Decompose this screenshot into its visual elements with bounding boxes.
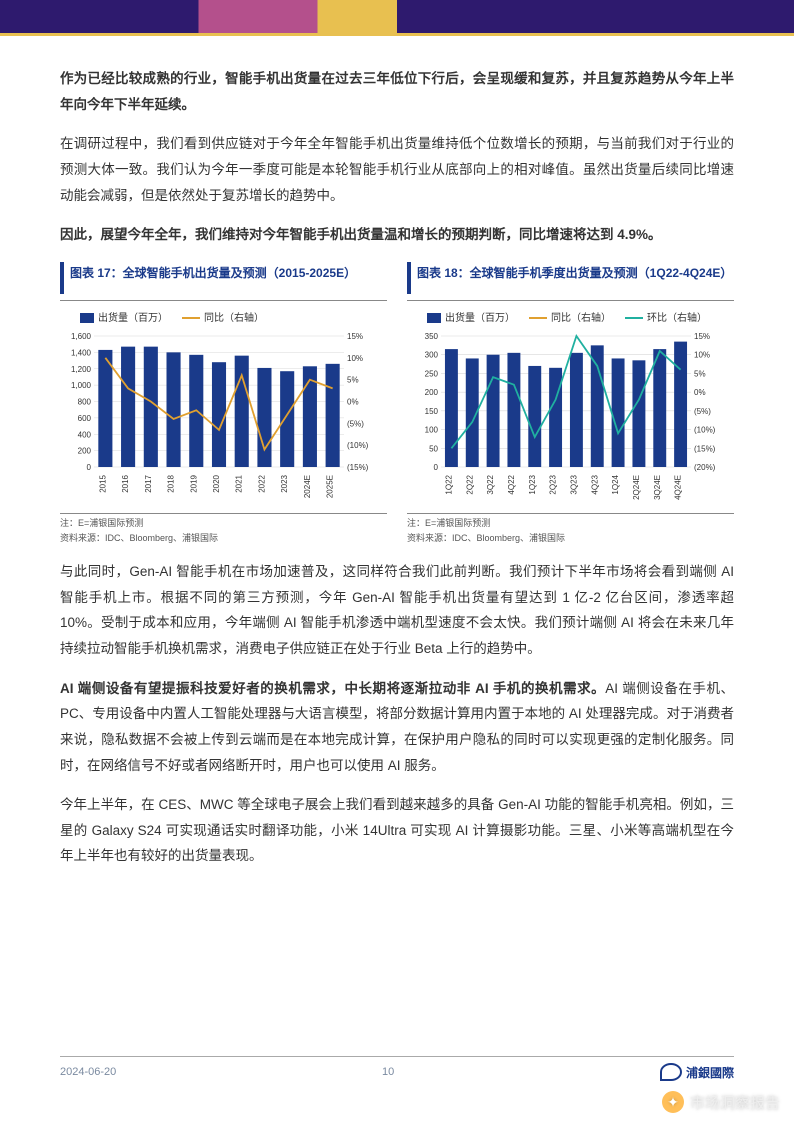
svg-text:2Q24E: 2Q24E — [632, 475, 641, 500]
footer-date: 2024-06-20 — [60, 1066, 116, 1078]
svg-text:(5%): (5%) — [347, 419, 364, 428]
svg-text:5%: 5% — [694, 369, 706, 378]
svg-text:1,000: 1,000 — [71, 381, 92, 390]
header-stripe — [0, 0, 794, 36]
chart-18-title: 图表 18：全球智能手机季度出货量及预测（1Q22-4Q24E） — [407, 262, 734, 294]
svg-text:1Q23: 1Q23 — [528, 474, 537, 494]
svg-text:2016: 2016 — [121, 474, 130, 492]
footer-page: 10 — [382, 1066, 394, 1078]
svg-text:1,200: 1,200 — [71, 365, 92, 374]
watermark-icon: ✦ — [662, 1091, 684, 1113]
chart-17-svg: 0 200 400 600 800 1,000 1,200 1,400 1,600 (15%) (1… — [60, 332, 380, 507]
svg-text:2021: 2021 — [235, 474, 244, 492]
svg-text:(10%): (10%) — [347, 441, 369, 450]
svg-text:4Q23: 4Q23 — [590, 474, 599, 494]
svg-text:10%: 10% — [694, 351, 710, 360]
para-6: 今年上半年，在 CES、MWC 等全球电子展会上我们看到越来越多的具备 Gen-… — [60, 792, 734, 869]
footer-logo: 浦銀國際 — [660, 1063, 734, 1081]
svg-text:200: 200 — [425, 388, 439, 397]
svg-text:5%: 5% — [347, 376, 359, 385]
chart-18-note1: 注：E=浦银国际预测 — [407, 517, 734, 530]
svg-text:(5%): (5%) — [694, 407, 711, 416]
para-3: 因此，展望今年全年，我们维持对今年智能手机出货量温和增长的预期判断，同比增速将达… — [60, 222, 734, 248]
svg-text:2020: 2020 — [212, 474, 221, 492]
watermark: ✦ 市场洞察报告 — [662, 1091, 780, 1113]
svg-text:50: 50 — [429, 444, 438, 453]
chart-18-svg: 0 50 100 150 200 250 300 350 (20%) (15%) (10%) (5%)… — [407, 332, 727, 507]
svg-text:0%: 0% — [694, 388, 706, 397]
svg-text:150: 150 — [425, 407, 439, 416]
svg-text:2023: 2023 — [280, 474, 289, 492]
svg-text:2024E: 2024E — [303, 475, 312, 498]
svg-text:2Q22: 2Q22 — [465, 474, 474, 494]
svg-text:600: 600 — [78, 414, 92, 423]
svg-text:3Q22: 3Q22 — [486, 474, 495, 494]
content-body: 作为已经比较成熟的行业，智能手机出货量在过去三年低位下行后，会呈现缓和复苏，并且… — [0, 36, 794, 869]
svg-text:2Q23: 2Q23 — [549, 474, 558, 494]
charts-row: 图表 17：全球智能手机出货量及预测（2015-2025E） 出货量（百万） 同… — [60, 262, 734, 545]
svg-text:2017: 2017 — [144, 474, 153, 492]
svg-text:1Q24: 1Q24 — [611, 474, 620, 494]
svg-text:10%: 10% — [347, 354, 363, 363]
svg-text:100: 100 — [425, 425, 439, 434]
svg-text:3Q24E: 3Q24E — [653, 475, 662, 500]
para-4: 与此同时，Gen-AI 智能手机在市场加速普及，这同样符合我们此前判断。我们预计… — [60, 559, 734, 662]
svg-text:(20%): (20%) — [694, 463, 716, 472]
svg-text:0: 0 — [434, 463, 439, 472]
brand-logo-icon — [660, 1063, 682, 1081]
svg-text:1Q22: 1Q22 — [444, 474, 453, 494]
svg-text:2022: 2022 — [257, 474, 266, 492]
svg-text:2018: 2018 — [167, 474, 176, 492]
chart-18-note2: 资料来源：IDC、Bloomberg、浦银国际 — [407, 532, 734, 545]
chart-17-note2: 资料来源：IDC、Bloomberg、浦银国际 — [60, 532, 387, 545]
svg-text:800: 800 — [78, 397, 92, 406]
svg-text:0%: 0% — [347, 397, 359, 406]
svg-text:400: 400 — [78, 430, 92, 439]
svg-text:0: 0 — [87, 463, 92, 472]
svg-text:250: 250 — [425, 369, 439, 378]
svg-text:350: 350 — [425, 332, 439, 341]
svg-text:300: 300 — [425, 351, 439, 360]
svg-text:(15%): (15%) — [694, 444, 716, 453]
page-footer: 2024-06-20 10 浦銀國際 — [60, 1056, 734, 1081]
chart-17: 图表 17：全球智能手机出货量及预测（2015-2025E） 出货量（百万） 同… — [60, 262, 387, 545]
para-5: AI 端侧设备有望提振科技爱好者的换机需求，中长期将逐渐拉动非 AI 手机的换机… — [60, 676, 734, 779]
para-2: 在调研过程中，我们看到供应链对于今年全年智能手机出货量维持低个位数增长的预期，与… — [60, 131, 734, 208]
chart-18: 图表 18：全球智能手机季度出货量及预测（1Q22-4Q24E） 出货量（百万）… — [407, 262, 734, 545]
chart-18-legend: 出货量（百万） 同比（右轴） 环比（右轴） — [407, 307, 734, 332]
svg-text:(15%): (15%) — [347, 463, 369, 472]
svg-text:2015: 2015 — [98, 474, 107, 492]
svg-text:15%: 15% — [347, 332, 363, 341]
svg-text:200: 200 — [78, 446, 92, 455]
chart-17-title: 图表 17：全球智能手机出货量及预测（2015-2025E） — [60, 262, 387, 294]
svg-text:3Q23: 3Q23 — [569, 474, 578, 494]
svg-text:(10%): (10%) — [694, 425, 716, 434]
chart-17-note1: 注：E=浦银国际预测 — [60, 517, 387, 530]
svg-text:1,400: 1,400 — [71, 348, 92, 357]
svg-text:4Q24E: 4Q24E — [674, 475, 683, 500]
chart-17-legend: 出货量（百万） 同比（右轴） — [60, 307, 387, 332]
svg-text:4Q22: 4Q22 — [507, 474, 516, 494]
svg-text:2025E: 2025E — [326, 475, 335, 498]
svg-text:1,600: 1,600 — [71, 332, 92, 341]
svg-text:15%: 15% — [694, 332, 710, 341]
svg-text:2019: 2019 — [189, 474, 198, 492]
para-1: 作为已经比较成熟的行业，智能手机出货量在过去三年低位下行后，会呈现缓和复苏，并且… — [60, 66, 734, 117]
